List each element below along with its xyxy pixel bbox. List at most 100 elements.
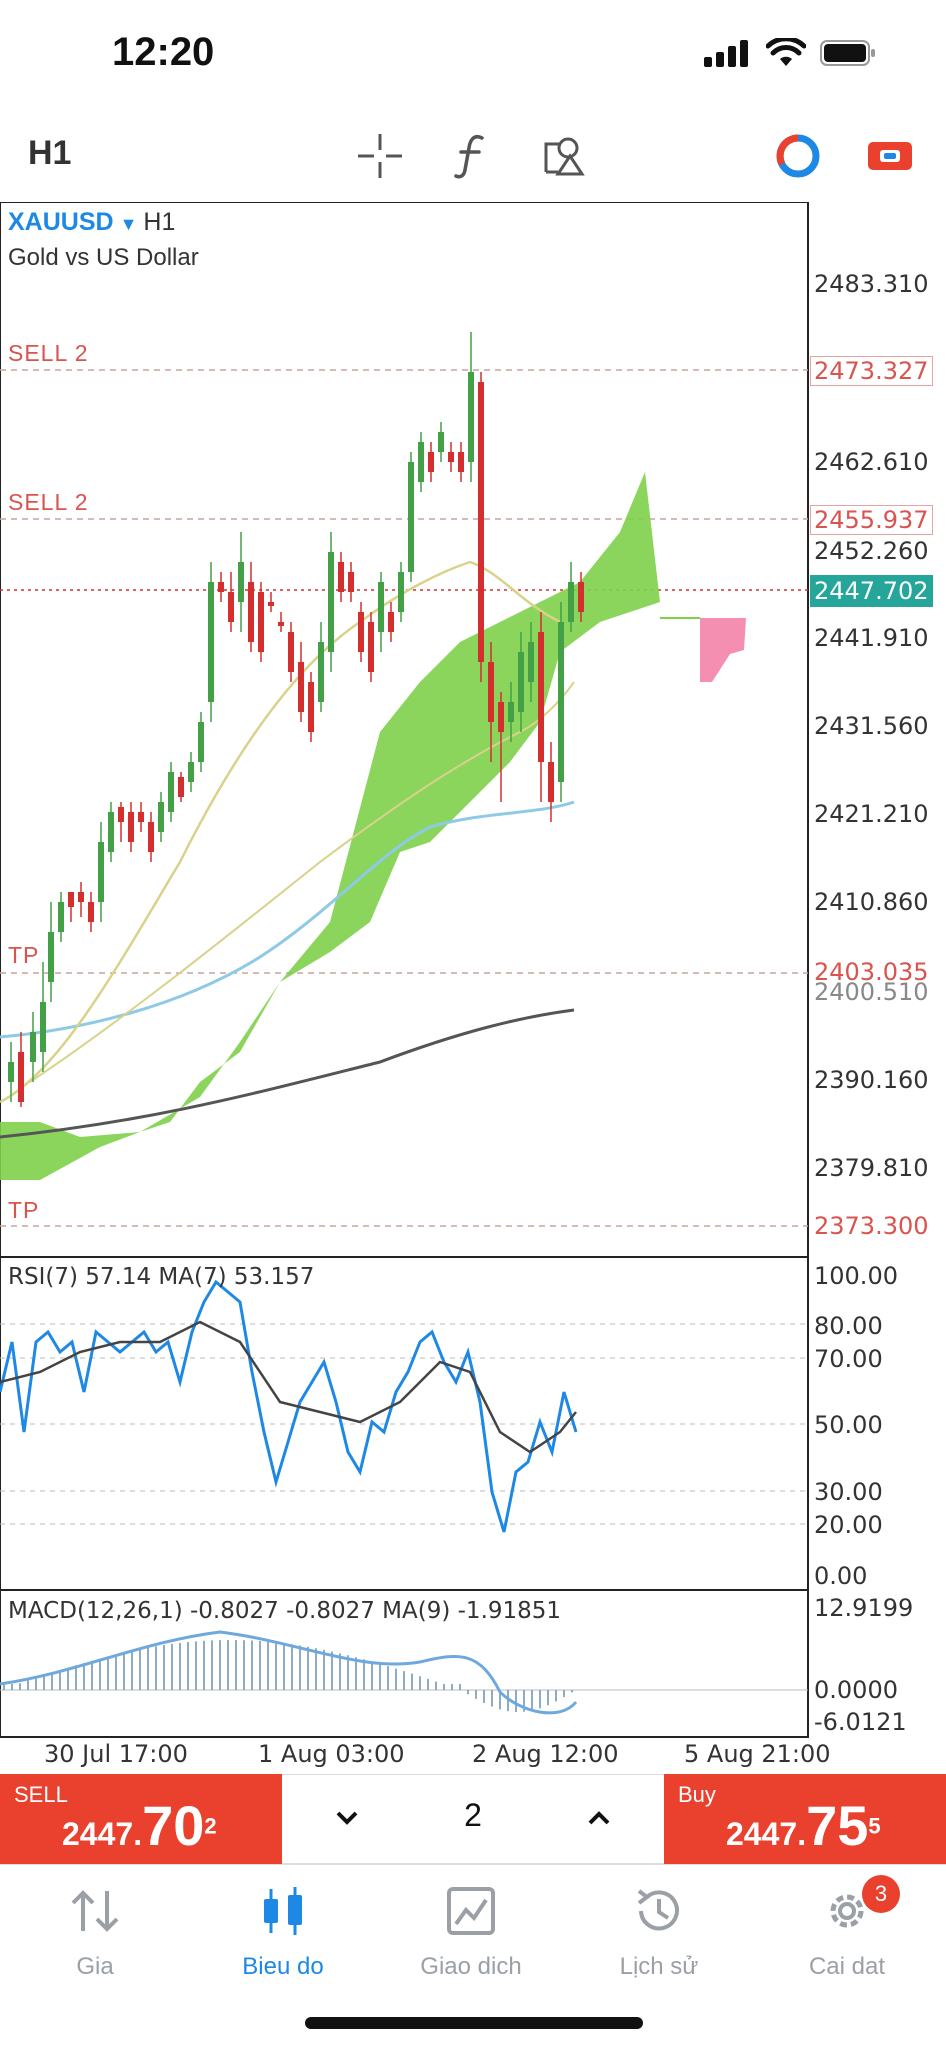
quantity-increase-button[interactable] <box>574 1793 624 1843</box>
buy-button[interactable]: Buy 2447.755 <box>664 1774 946 1864</box>
nav-item-chart[interactable]: Bieu do <box>188 1883 378 1981</box>
candle-body <box>68 892 74 907</box>
candle-body <box>138 812 144 822</box>
trade-icon <box>447 1887 495 1935</box>
candle-body <box>8 1062 14 1082</box>
rsi-label: RSI(7) 57.14 MA(7) 53.157 <box>8 1264 315 1290</box>
candle-body <box>128 812 134 842</box>
chart-area[interactable]: XAUUSD ▼ H1 Gold vs US Dollar SELL 2 SELL … <box>0 202 946 1777</box>
nav-item-trade[interactable]: Giao dich <box>376 1883 566 1981</box>
candle-body <box>158 802 164 832</box>
symbol-name[interactable]: XAUUSD <box>8 208 114 236</box>
candle-body <box>418 442 424 482</box>
time-axis-tick: 30 Jul 17:00 <box>44 1740 188 1768</box>
candle-body <box>258 592 264 652</box>
status-time: 12:20 <box>112 30 215 74</box>
candle-body <box>318 642 324 702</box>
function-icon[interactable] <box>444 128 500 184</box>
price-level-tp-2: 2373.300 <box>814 1212 929 1240</box>
sell-price: 2447.702 <box>62 1793 217 1858</box>
rsi-axis-tick: 30.00 <box>814 1478 883 1506</box>
quantity-stepper: 2 <box>282 1774 664 1864</box>
quotes-icon <box>71 1890 119 1932</box>
candle-body <box>78 892 84 902</box>
candle-body <box>488 662 494 722</box>
price-axis-tick: 2400.510 <box>814 978 929 1006</box>
current-price-label: 2447.702 <box>810 575 933 607</box>
candle-body <box>378 582 384 632</box>
candle-body <box>18 1052 24 1102</box>
time-axis-tick: 1 Aug 03:00 <box>258 1740 405 1768</box>
history-icon <box>637 1889 679 1931</box>
settings-icon <box>830 1894 864 1928</box>
candle-body <box>498 702 504 732</box>
candle-body <box>188 762 194 782</box>
time-axis-tick: 5 Aug 21:00 <box>684 1740 831 1768</box>
indicator-toggle-icon[interactable] <box>770 128 826 184</box>
symbol-dropdown-icon[interactable]: ▼ <box>119 214 138 234</box>
candle-body <box>538 632 544 762</box>
candle-body <box>218 582 224 592</box>
candle-body <box>548 762 554 802</box>
level-label-tp-1: TP <box>8 942 40 968</box>
macd-signal-line <box>0 1630 578 1715</box>
candle-body <box>88 902 94 922</box>
level-label-sell-1: SELL 2 <box>8 340 89 366</box>
candle-body <box>558 622 564 782</box>
candle-body <box>148 822 154 852</box>
nav-label: Bieu do <box>242 1953 324 1980</box>
rsi-axis-tick: 70.00 <box>814 1345 883 1373</box>
oneclick-trading-icon[interactable] <box>862 128 918 184</box>
symbol-description: Gold vs US Dollar <box>8 244 199 271</box>
rsi-ma-line <box>0 1320 577 1454</box>
ma-slow-line <box>0 1008 575 1139</box>
nav-item-quotes[interactable]: Gia <box>0 1883 190 1981</box>
rsi-axis-tick: 100.00 <box>814 1262 898 1290</box>
time-axis-tick: 2 Aug 12:00 <box>472 1740 619 1768</box>
ma-fast-line <box>29 681 575 1083</box>
candle-body <box>398 572 404 612</box>
buy-price-main: 2447. <box>726 1816 807 1852</box>
nav-item-settings[interactable]: 3 Cai dat <box>752 1875 942 1981</box>
chart-toolbar: H1 <box>0 110 946 202</box>
nav-label: Giao dich <box>420 1953 522 1980</box>
price-level-sell-1: 2473.327 <box>810 356 933 386</box>
wifi-icon <box>766 38 806 66</box>
sell-button[interactable]: SELL 2447.702 <box>0 1774 282 1864</box>
rsi-axis-tick: 20.00 <box>814 1511 883 1539</box>
candle-body <box>478 382 484 662</box>
crosshair-icon[interactable] <box>352 128 408 184</box>
buy-price-big: 75 <box>806 1794 869 1857</box>
timeframe-button[interactable]: H1 <box>28 134 72 172</box>
objects-icon[interactable] <box>536 128 592 184</box>
macd-label: MACD(12,26,1) -0.8027 -0.8027 MA(9) -1.9… <box>8 1598 562 1624</box>
chart-canvas[interactable] <box>0 202 946 1777</box>
candle-body <box>528 642 534 682</box>
level-label-tp-2: TP <box>8 1197 40 1223</box>
price-axis-tick: 2441.910 <box>814 624 929 652</box>
candle-body <box>428 452 434 472</box>
chevron-up-icon <box>588 1811 610 1825</box>
candle-body <box>308 682 314 732</box>
ma-fast-line <box>0 560 561 1104</box>
price-axis-tick: 2452.260 <box>814 537 929 565</box>
candle-body <box>40 1002 46 1052</box>
chevron-down-icon <box>336 1811 358 1825</box>
symbol-timeframe: H1 <box>143 208 176 236</box>
quantity-value[interactable]: 2 <box>464 1797 482 1833</box>
candle-body <box>98 842 104 902</box>
price-axis-tick: 2410.860 <box>814 888 929 916</box>
rsi-line <box>0 1279 578 1533</box>
candle-body <box>278 622 284 626</box>
quantity-decrease-button[interactable] <box>322 1793 372 1843</box>
price-axis-tick: 2462.610 <box>814 448 929 476</box>
symbol-header[interactable]: XAUUSD ▼ H1 <box>8 208 175 237</box>
candle-body <box>328 552 334 652</box>
candle-body <box>30 1032 36 1062</box>
level-label-sell-2: SELL 2 <box>8 489 89 515</box>
macd-axis-tick: 12.9199 <box>814 1594 914 1622</box>
ichimoku-cloud <box>0 472 660 1180</box>
rsi-axis-tick: 0.00 <box>814 1562 868 1590</box>
nav-item-history[interactable]: Lịch sử <box>564 1883 754 1981</box>
buy-price: 2447.755 <box>726 1793 881 1858</box>
